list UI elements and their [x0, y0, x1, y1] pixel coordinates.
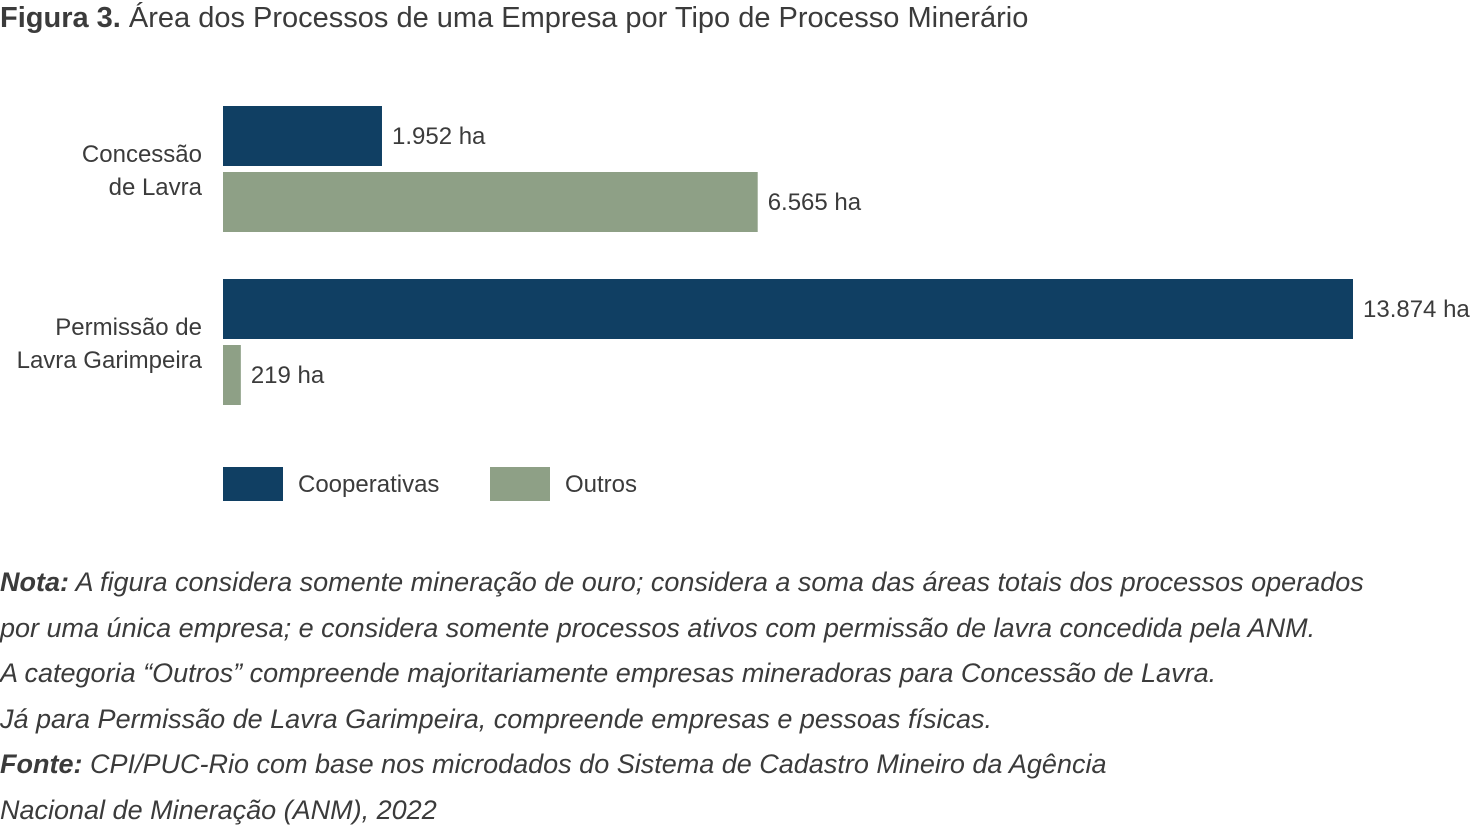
source-line: Nacional de Mineração (ANM), 2022 — [0, 794, 437, 825]
data-label: 6.565 ha — [768, 189, 862, 216]
bar-outros — [223, 345, 241, 405]
data-label: 13.874 ha — [1363, 296, 1470, 323]
legend-swatch — [223, 467, 283, 501]
source-label: Fonte: — [0, 749, 83, 780]
note-line: Já para Permissão de Lavra Garimpeira, c… — [0, 703, 992, 734]
legend-label: Cooperativas — [298, 471, 439, 498]
category-label: Permissão de — [55, 314, 202, 341]
category-label: de Lavra — [109, 174, 203, 201]
bar-chart: Concessão de Lavra 1.952 ha 6.565 ha Permiss… — [17, 106, 1470, 501]
legend-label: Outros — [565, 471, 637, 498]
note-line: A categoria “Outros” compreende majorita… — [0, 658, 1217, 689]
category-label: Concessão — [82, 141, 202, 168]
bar-outros — [223, 172, 758, 232]
figure-title-text: Área dos Processos de uma Empresa por Ti… — [128, 2, 1029, 34]
bar-cooperativas — [223, 106, 382, 166]
figure-number: Figura 3. — [0, 2, 121, 34]
figure-title: Figura 3. Área dos Processos de uma Empr… — [0, 2, 1028, 35]
figure-notes: Nota: A figura considera somente mineraç… — [0, 560, 1470, 834]
bar-cooperativas — [223, 279, 1353, 339]
data-label: 1.952 ha — [392, 123, 486, 150]
legend-swatch — [490, 467, 550, 501]
data-label: 219 ha — [251, 362, 325, 389]
category-label: Lavra Garimpeira — [17, 347, 203, 374]
source-line: Fonte: CPI/PUC-Rio com base nos microdad… — [0, 749, 1107, 780]
note-label: Nota: — [0, 567, 69, 597]
note-line: por uma única empresa; e considera somen… — [0, 612, 1316, 643]
note-line: Nota: A figura considera somente mineraç… — [0, 567, 1364, 597]
